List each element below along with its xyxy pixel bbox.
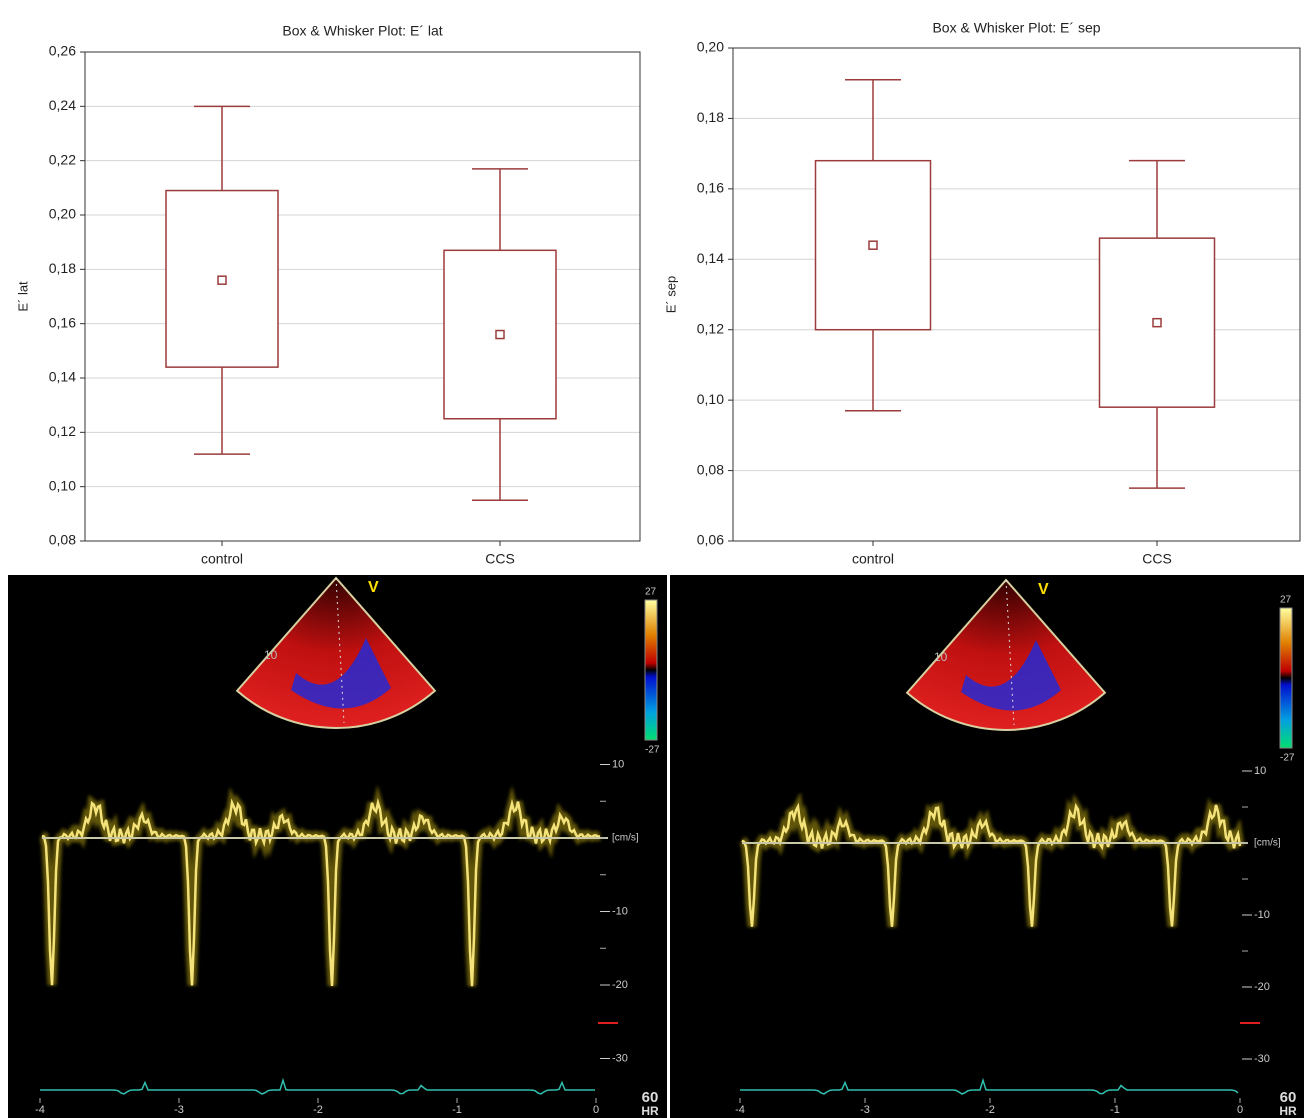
sector-cursor bbox=[1005, 579, 1015, 726]
color-scale-label: 27 bbox=[645, 587, 657, 598]
color-scale-label: -27 bbox=[645, 745, 660, 756]
y-tick-label: 0,16 bbox=[697, 180, 724, 196]
velocity-label: 10 bbox=[612, 758, 624, 770]
heart-rate: 60 bbox=[1280, 1089, 1297, 1106]
y-tick-label: 0,10 bbox=[49, 477, 76, 493]
y-tick-label: 0,08 bbox=[697, 461, 724, 477]
velocity-unit: [cm/s] bbox=[612, 833, 639, 844]
sector-label: 10 bbox=[264, 648, 278, 662]
time-label: -4 bbox=[735, 1104, 745, 1116]
plot-frame bbox=[732, 47, 1301, 542]
velocity-label: -30 bbox=[1254, 1053, 1270, 1065]
ecg-trace bbox=[40, 1077, 595, 1095]
chart-title: Box & Whisker Plot: E´ sep bbox=[932, 20, 1100, 36]
y-tick-label: 0,14 bbox=[49, 369, 76, 385]
time-label: -1 bbox=[1110, 1104, 1120, 1116]
velocity-label: -20 bbox=[612, 979, 628, 991]
color-scale-label: 27 bbox=[1280, 595, 1292, 606]
heart-rate-label: HR bbox=[1279, 1104, 1297, 1118]
center-marker bbox=[868, 240, 878, 250]
x-tick-label: CCS bbox=[1142, 551, 1172, 567]
y-tick-label: 0,08 bbox=[49, 532, 76, 548]
time-label: -4 bbox=[35, 1104, 45, 1116]
y-tick-label: 0,26 bbox=[49, 43, 76, 59]
color-bar bbox=[644, 599, 658, 741]
velocity-label: -20 bbox=[1254, 981, 1270, 993]
y-tick-label: 0,20 bbox=[697, 39, 724, 55]
y-tick-label: 0,06 bbox=[697, 532, 724, 548]
sector-label: 10 bbox=[934, 650, 948, 664]
y-axis-label: E´ sep bbox=[663, 276, 678, 314]
heart-rate-label: HR bbox=[641, 1104, 659, 1118]
x-tick-label: control bbox=[201, 551, 243, 567]
y-tick-label: 0,12 bbox=[49, 423, 76, 439]
time-label: -3 bbox=[860, 1104, 870, 1116]
time-label: -1 bbox=[452, 1104, 462, 1116]
plot-frame bbox=[84, 51, 641, 542]
time-label: -2 bbox=[313, 1104, 323, 1116]
color-scale-label: -27 bbox=[1280, 753, 1295, 764]
velocity-label: 10 bbox=[1254, 765, 1266, 777]
y-tick-label: 0,20 bbox=[49, 206, 76, 222]
velocity-unit: [cm/s] bbox=[1254, 838, 1281, 849]
y-axis-label: E´ lat bbox=[15, 281, 30, 312]
sector-cursor bbox=[335, 577, 345, 724]
y-tick-label: 0,18 bbox=[697, 109, 724, 125]
y-tick-label: 0,24 bbox=[49, 97, 76, 113]
ecg-trace bbox=[740, 1077, 1239, 1095]
flow-blue bbox=[291, 638, 391, 709]
time-label: 0 bbox=[593, 1104, 599, 1116]
doppler-trace bbox=[741, 802, 1242, 927]
velocity-label: -10 bbox=[1254, 909, 1270, 921]
chart-title: Box & Whisker Plot: E´ lat bbox=[282, 23, 442, 39]
velocity-label: -10 bbox=[612, 905, 628, 917]
time-label: 0 bbox=[1237, 1104, 1243, 1116]
color-bar bbox=[1279, 607, 1293, 749]
x-tick-label: control bbox=[852, 551, 894, 567]
y-tick-label: 0,10 bbox=[697, 391, 724, 407]
sector-label: V bbox=[1038, 581, 1049, 598]
flow-blue bbox=[961, 640, 1061, 711]
time-label: -3 bbox=[174, 1104, 184, 1116]
center-marker bbox=[217, 275, 227, 285]
center-marker bbox=[495, 329, 505, 340]
y-tick-label: 0,12 bbox=[697, 320, 724, 336]
velocity-label: -30 bbox=[612, 1052, 628, 1064]
y-tick-label: 0,14 bbox=[697, 250, 724, 266]
y-tick-label: 0,16 bbox=[49, 314, 76, 330]
panel-divider bbox=[667, 575, 670, 1118]
time-label: -2 bbox=[985, 1104, 995, 1116]
center-marker bbox=[1152, 317, 1162, 328]
sector-label: V bbox=[368, 579, 379, 596]
heart-rate: 60 bbox=[642, 1089, 659, 1106]
x-tick-label: CCS bbox=[485, 551, 515, 567]
doppler-trace bbox=[41, 797, 601, 987]
y-tick-label: 0,22 bbox=[49, 151, 76, 167]
y-tick-label: 0,18 bbox=[49, 260, 76, 276]
